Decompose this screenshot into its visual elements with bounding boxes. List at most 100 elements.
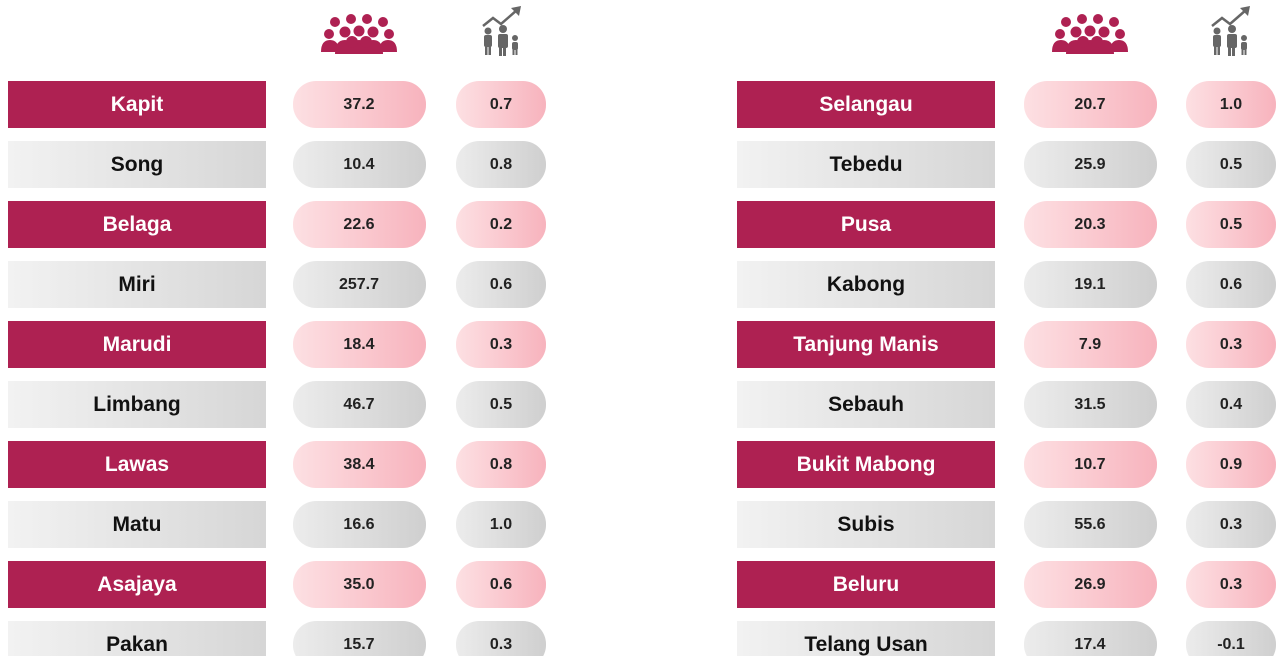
population-pill [1024, 621, 1157, 656]
district-name: Kapit [111, 93, 164, 116]
name-cell [8, 381, 266, 428]
population-value: 19.1 [1074, 276, 1105, 293]
name-cell [8, 261, 266, 308]
growth-pill [1186, 561, 1276, 608]
population-pill [1024, 501, 1157, 548]
population-pill [293, 261, 426, 308]
growth-value: 1.0 [490, 516, 512, 533]
district-name: Telang Usan [804, 633, 927, 656]
name-cell [737, 501, 995, 548]
population-pill [293, 441, 426, 488]
name-cell [737, 141, 995, 188]
population-pill [1024, 81, 1157, 128]
population-pill [293, 381, 426, 428]
population-value: 20.7 [1074, 96, 1105, 113]
growth-value: 0.4 [1220, 396, 1242, 413]
population-value: 55.6 [1074, 516, 1105, 533]
name-cell [737, 381, 995, 428]
name-cell [737, 561, 995, 608]
growth-value: 0.7 [490, 96, 512, 113]
population-pill [293, 201, 426, 248]
district-name: Tebedu [829, 153, 902, 176]
population-pill [293, 141, 426, 188]
district-name: Pusa [841, 213, 892, 236]
growth-value: 0.2 [490, 216, 512, 233]
growth-value: 0.3 [1220, 576, 1242, 593]
population-value: 17.4 [1074, 636, 1105, 653]
growth-pill [1186, 141, 1276, 188]
population-value: 38.4 [343, 456, 374, 473]
population-value: 7.9 [1079, 336, 1101, 353]
district-name: Subis [837, 513, 894, 536]
district-name: Lawas [105, 453, 169, 476]
name-cell [8, 201, 266, 248]
growth-pill [1186, 621, 1276, 656]
district-name: Asajaya [97, 573, 177, 596]
growth-value: 0.3 [1220, 516, 1242, 533]
name-cell [737, 201, 995, 248]
name-cell [737, 441, 995, 488]
growth-value: 1.0 [1220, 96, 1242, 113]
population-value: 10.7 [1074, 456, 1105, 473]
name-cell [8, 141, 266, 188]
district-name: Kabong [827, 273, 905, 296]
growth-pill [456, 441, 546, 488]
growth-value: 0.6 [490, 276, 512, 293]
population-value: 25.9 [1074, 156, 1105, 173]
name-cell [737, 621, 995, 656]
district-name: Sebauh [828, 393, 904, 416]
growth-pill [456, 621, 546, 656]
population-pill [1024, 381, 1157, 428]
population-pill [293, 501, 426, 548]
population-pill [1024, 201, 1157, 248]
name-cell [8, 81, 266, 128]
name-cell [737, 81, 995, 128]
name-cell [8, 441, 266, 488]
growth-pill [456, 321, 546, 368]
population-value: 35.0 [343, 576, 374, 593]
district-name: Pakan [106, 633, 168, 656]
growth-pill [456, 261, 546, 308]
population-value: 257.7 [339, 276, 379, 293]
district-name: Beluru [833, 573, 900, 596]
population-pill [293, 321, 426, 368]
growth-pill [456, 561, 546, 608]
growth-value: 0.6 [490, 576, 512, 593]
name-cell [8, 621, 266, 656]
population-pill [1024, 321, 1157, 368]
growth-value: 0.5 [490, 396, 512, 413]
population-pill [1024, 261, 1157, 308]
growth-pill [1186, 441, 1276, 488]
district-name: Belaga [103, 213, 172, 236]
name-cell [737, 321, 995, 368]
population-value: 20.3 [1074, 216, 1105, 233]
growth-value: 0.6 [1220, 276, 1242, 293]
growth-value: 0.3 [1220, 336, 1242, 353]
growth-pill [456, 141, 546, 188]
population-value: 46.7 [343, 396, 374, 413]
growth-value: -0.1 [1217, 636, 1245, 653]
growth-pill [456, 201, 546, 248]
population-value: 10.4 [343, 156, 374, 173]
growth-value: 0.8 [490, 156, 512, 173]
population-pill [293, 81, 426, 128]
growth-value: 0.3 [490, 336, 512, 353]
district-name: Matu [113, 513, 162, 536]
population-pill [293, 621, 426, 656]
population-value: 22.6 [343, 216, 374, 233]
growth-value: 0.5 [1220, 156, 1242, 173]
district-name: Song [111, 153, 164, 176]
growth-icon [1210, 4, 1252, 58]
growth-pill [1186, 381, 1276, 428]
population-pill [1024, 561, 1157, 608]
district-name: Bukit Mabong [797, 453, 936, 476]
district-name: Selangau [819, 93, 912, 116]
population-value: 37.2 [343, 96, 374, 113]
growth-value: 0.3 [490, 636, 512, 653]
growth-pill [1186, 201, 1276, 248]
population-value: 16.6 [343, 516, 374, 533]
population-value: 26.9 [1074, 576, 1105, 593]
population-icon [1052, 14, 1128, 54]
growth-pill [456, 81, 546, 128]
